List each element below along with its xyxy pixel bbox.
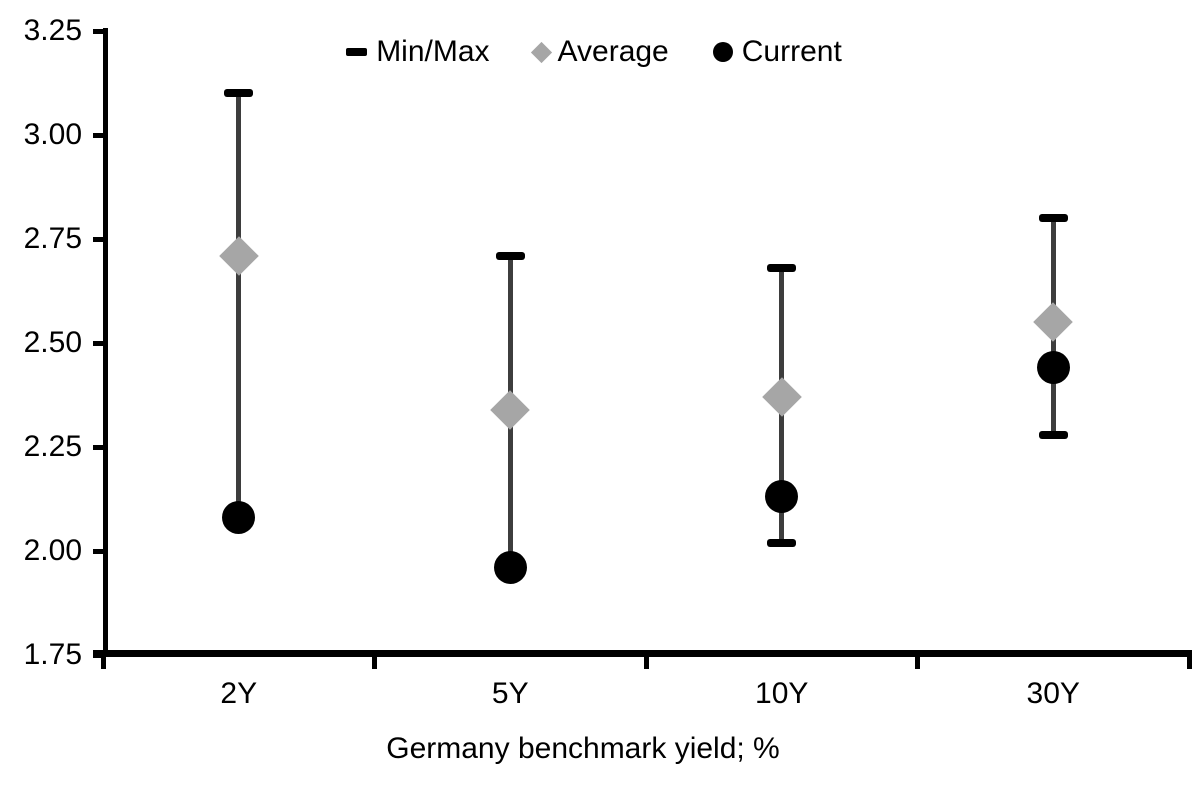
y-axis-tick [93,132,103,138]
average-diamond-icon [530,41,552,63]
legend-item-minmax: Min/Max [346,33,490,71]
x-axis-line [93,650,1190,657]
x-category-label: 30Y [1026,677,1080,710]
x-category-label: 10Y [755,677,809,710]
y-tick-label: 2.75 [23,222,82,255]
min-cap [767,538,797,547]
max-cap [224,89,254,98]
x-category-label: 2Y [220,677,258,710]
x-axis-tick [915,650,920,669]
average-marker [218,235,259,276]
x-axis-tick [1186,650,1192,669]
x-axis-title: Germany benchmark yield; % [386,732,780,765]
y-tick-label: 2.25 [23,430,82,463]
y-tick-label: 2.50 [23,326,82,359]
minmax-whisker [236,93,242,518]
legend-label-current: Current [741,35,842,68]
minmax-dash-icon [346,48,368,56]
x-axis-tick [643,650,649,669]
current-marker [765,480,799,514]
current-circle-icon [712,42,733,62]
current-marker [222,501,256,535]
y-axis-line [103,28,108,657]
y-tick-label: 2.00 [23,534,82,567]
y-axis-tick [93,548,103,554]
chart-legend: Min/Max Average Current [0,33,1194,71]
y-axis-tick [93,444,103,450]
y-axis-tick [93,340,103,346]
average-marker [490,389,531,430]
legend-label-minmax: Min/Max [376,35,490,68]
y-tick-label: 3.00 [23,118,82,151]
legend-item-average: Average [530,33,669,71]
average-marker [761,377,802,417]
y-tick-label: 3.25 [23,14,82,47]
y-axis-tick [93,28,103,34]
current-marker [1036,351,1070,385]
average-marker [1033,302,1074,342]
max-cap [1038,214,1068,223]
current-marker [493,551,527,585]
y-axis-tick [93,236,103,242]
legend-label-average: Average [557,35,669,68]
x-category-label: 5Y [491,677,529,710]
max-cap [495,251,525,260]
x-axis-tick [100,650,106,669]
y-tick-label: 1.75 [23,638,82,671]
min-cap [1038,430,1068,439]
x-axis-tick [372,650,377,669]
legend-item-current: Current [712,33,842,71]
max-cap [767,264,797,273]
